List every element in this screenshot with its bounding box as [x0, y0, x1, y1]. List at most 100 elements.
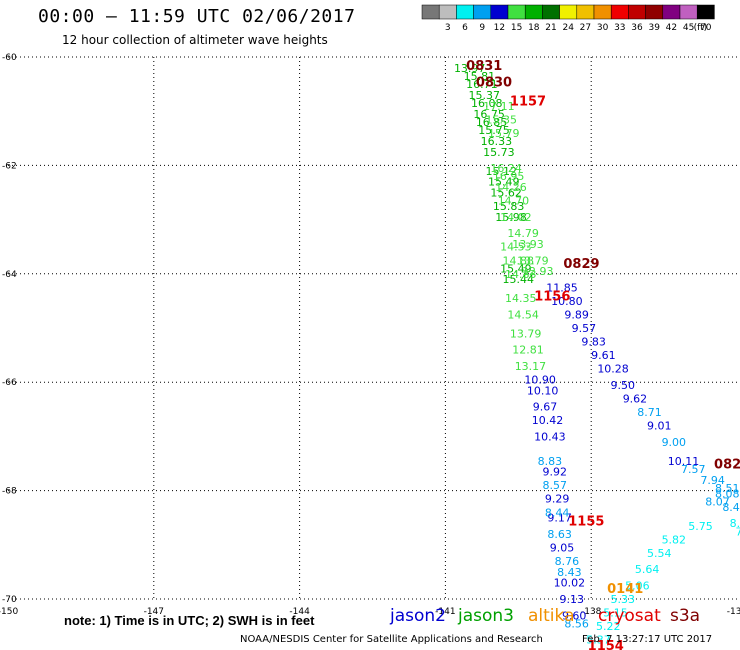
scale-label: 33: [614, 23, 625, 33]
mission-jason3: jason3: [458, 606, 514, 626]
swh-data-point: 15.49: [488, 176, 520, 189]
swh-data-point: 5.82: [662, 533, 687, 546]
swh-data-point: 15.75: [478, 124, 510, 137]
swh-data-point: 8.57: [543, 479, 568, 492]
swh-data-point: 9.83: [581, 336, 606, 349]
swh-data-point: 5.22: [596, 620, 621, 633]
swh-data-point: 15.62: [490, 187, 522, 200]
swh-data-point: 7.94: [700, 474, 725, 487]
x-tick-label: -150: [0, 607, 18, 617]
swh-data-point: 17.11: [483, 100, 515, 113]
footer-credit: NOAA/NESDIS Center for Satellite Applica…: [240, 634, 543, 645]
swh-data-point: 14.70: [498, 195, 530, 208]
swh-data-point: 10.02: [554, 577, 586, 590]
scale-label: 36: [631, 23, 643, 33]
swh-data-point: 8.08: [715, 487, 740, 500]
swh-data-point: 9.62: [623, 392, 648, 405]
swh-data-point: 9.61: [591, 349, 616, 362]
swh-data-point: 9.57: [572, 322, 597, 335]
pass-time-label: 0830: [476, 75, 512, 90]
x-tick-label: -138: [581, 607, 602, 617]
scale-unit: (ft): [694, 23, 708, 33]
pass-time-label: 0831: [466, 59, 502, 74]
swh-data-point: 15.81: [464, 70, 496, 83]
swh-data-point: 9.60: [562, 609, 587, 622]
y-tick-label: -64: [2, 270, 17, 280]
swh-data-point: 13.79: [517, 254, 549, 267]
swh-data-point: 14.79: [507, 227, 539, 240]
swh-data-point: 10.10: [527, 384, 559, 397]
scale-label: 9: [479, 23, 485, 33]
swh-data-point: 15.79: [488, 127, 520, 140]
swh-data-point: 14.53: [500, 241, 532, 254]
swh-data-point: 10.90: [524, 373, 556, 386]
swh-data-point: 8.83: [538, 455, 563, 468]
scale-label: 18: [528, 23, 540, 33]
swh-data-point: 13.79: [510, 327, 542, 340]
swh-data-point: 10.11: [668, 455, 700, 468]
swh-data-point: 15.12: [486, 165, 518, 178]
pass-time-label: 1157: [510, 94, 546, 109]
pass-time-label: 0141: [607, 582, 643, 597]
pass-time-label: 1156: [534, 289, 570, 304]
pass-time-label: 1154: [588, 639, 624, 650]
swh-data-point: 10.43: [534, 430, 566, 443]
swh-data-point: 5.75: [688, 520, 713, 533]
swh-data-point: 5.33: [611, 593, 636, 606]
swh-data-point: 5.15: [603, 607, 628, 620]
swh-data-point: 8.76: [555, 555, 580, 568]
swh-data-point: 7.57: [681, 463, 706, 476]
swh-data-point: 5.37: [586, 634, 611, 647]
chart-title: 00:00 – 11:59 UTC 02/06/2017: [38, 6, 356, 27]
swh-data-point: 9.13: [560, 593, 585, 606]
scale-label: 24: [562, 23, 574, 33]
scale-swatch: [696, 4, 715, 20]
swh-data-point: 8.08: [730, 517, 740, 530]
swh-data-point: 5.54: [647, 547, 672, 560]
chart-subtitle: 12 hour collection of altimeter wave hei…: [62, 33, 328, 47]
swh-data-point: 8.07: [705, 495, 730, 508]
swh-data-point: 15.37: [469, 89, 501, 102]
swh-data-point: 13.97: [454, 62, 486, 75]
swh-data-point: 11.85: [546, 281, 578, 294]
swh-data-point: 8.43: [557, 566, 582, 579]
swh-data-point: 14.88: [503, 254, 535, 267]
scale-label: 6: [462, 23, 468, 33]
swh-data-point: 14.54: [507, 308, 539, 321]
y-tick-label: -70: [2, 595, 17, 605]
swh-data-point: 16.85: [476, 116, 508, 129]
pass-time-label: 0829: [563, 257, 599, 272]
swh-data-point: 15.98: [495, 211, 527, 224]
pass-time-label: 0828: [714, 458, 740, 473]
swh-data-point: 12.93: [522, 265, 554, 278]
swh-data-point: 9.67: [533, 401, 558, 414]
scale-label: 30: [597, 23, 609, 33]
swh-data-point: 9.17: [547, 512, 572, 525]
mission-jason2: jason2: [390, 606, 446, 626]
scale-label: 42: [666, 23, 677, 33]
swh-data-point: 8.56: [564, 617, 589, 630]
swh-data-point: 10.42: [532, 414, 564, 427]
swh-data-point: 15.49: [500, 262, 532, 275]
swh-data-point: 14.83: [505, 268, 537, 281]
y-tick-label: -66: [2, 378, 17, 388]
scale-label: 39: [648, 23, 660, 33]
x-tick-label: -141: [435, 607, 455, 617]
scale-label: 70: [700, 23, 712, 33]
swh-data-point: 7.1: [736, 525, 740, 538]
swh-data-point: 9.01: [647, 420, 672, 433]
swh-data-point: 15.83: [493, 200, 525, 213]
swh-data-point: 9.50: [611, 379, 636, 392]
swh-data-point: 14.02: [500, 211, 532, 224]
swh-data-point: 16.24: [490, 162, 522, 175]
scale-label: 3: [445, 23, 451, 33]
swh-data-point: 15.44: [503, 273, 535, 286]
color-scale-legend: 3 6 9 12 15 18 21 24 27 30 33 36 39 42 45 70(ft): [421, 4, 715, 33]
footer-timestamp: Feb 7 13:27:17 UTC 2017: [582, 634, 713, 645]
swh-data-point: 9.00: [662, 436, 687, 449]
swh-data-point: 8.51: [715, 482, 740, 495]
scale-label: 21: [545, 23, 556, 33]
swh-data-point: 8.71: [637, 406, 662, 419]
swh-data-point: 16.75: [473, 108, 505, 121]
